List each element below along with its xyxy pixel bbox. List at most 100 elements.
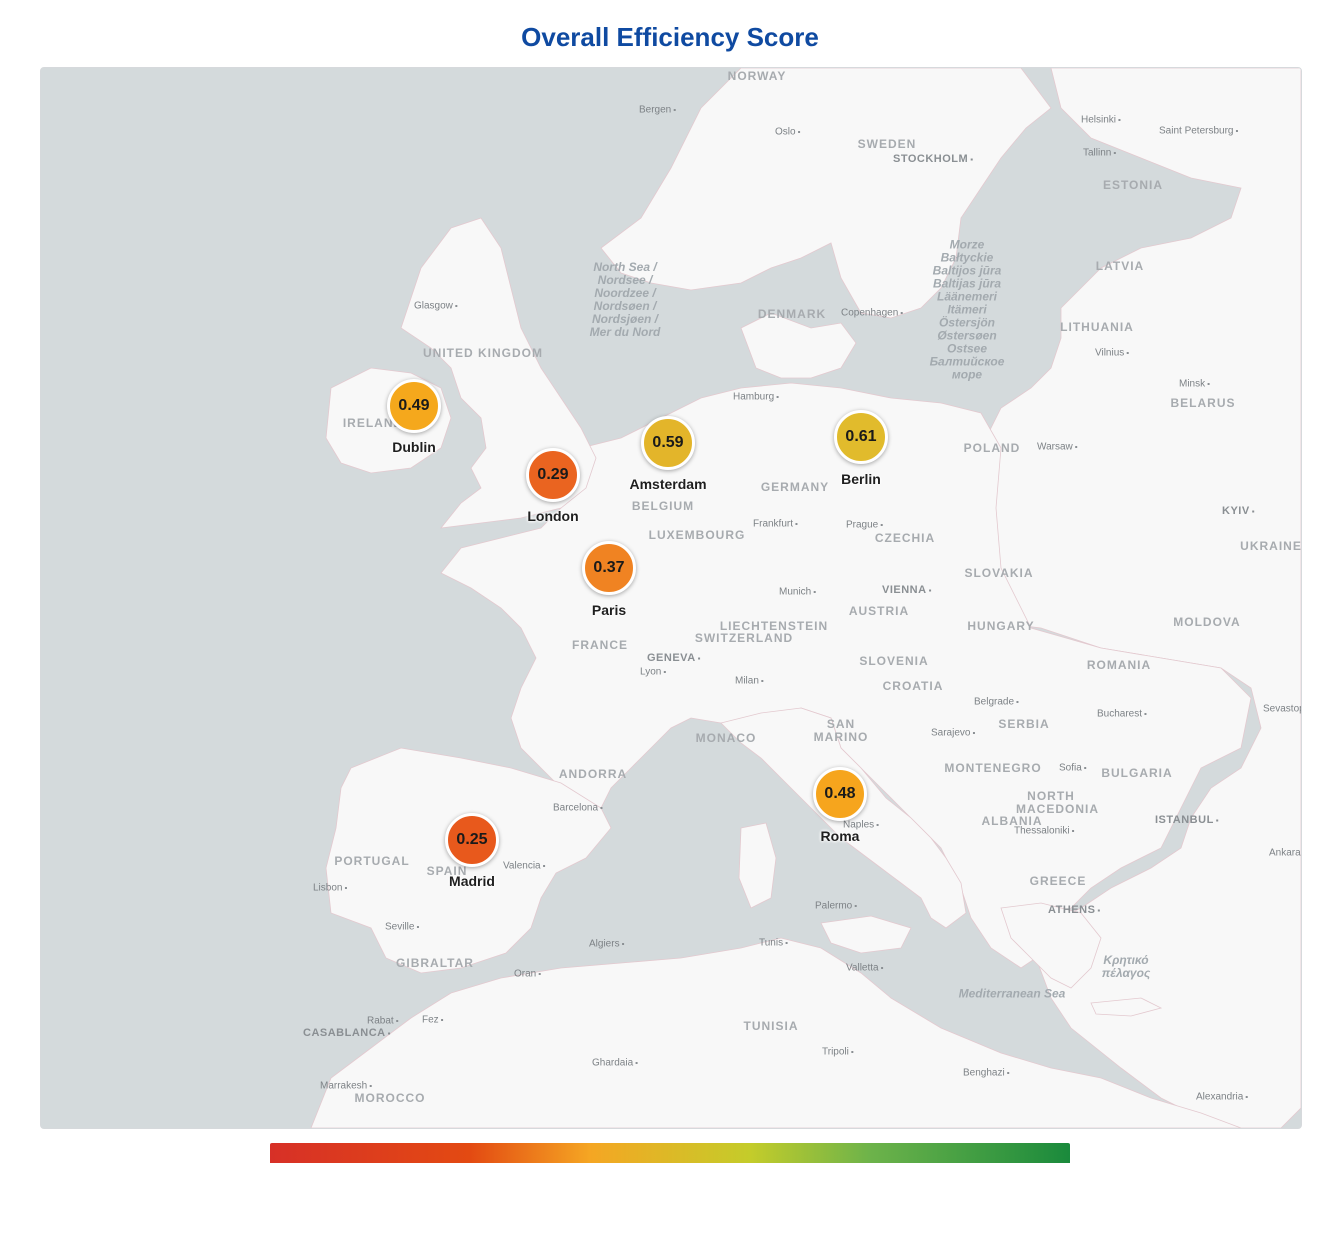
marker-score: 0.59	[652, 434, 683, 452]
city-label-fez: Fez	[422, 1015, 444, 1026]
land-denmark	[741, 313, 856, 378]
city-label-tallinn: Tallinn	[1083, 148, 1116, 159]
country-label-monaco: MONACO	[696, 731, 757, 745]
country-label-slovakia: SLOVAKIA	[964, 566, 1033, 580]
city-label-glasgow: Glasgow	[414, 301, 458, 312]
city-label-tunis: Tunis	[759, 938, 788, 949]
sea-label-baltic: Morze Bałtyckie Baltijos jūra Baltijas j…	[922, 239, 1012, 382]
country-label-gibraltar: GIBRALTAR	[396, 956, 474, 970]
city-label-alexandria: Alexandria	[1196, 1092, 1248, 1103]
country-label-ukraine: UKRAINE	[1240, 539, 1302, 553]
city-label-vilnius: Vilnius	[1095, 348, 1129, 359]
color-scale-bar	[270, 1143, 1070, 1163]
sea-label-mediterranean: Mediterranean Sea	[952, 988, 1072, 1001]
country-label-austria: AUSTRIA	[849, 604, 909, 618]
city-label-warsaw: Warsaw	[1037, 442, 1078, 453]
city-label-bucharest: Bucharest	[1097, 709, 1147, 720]
marker-label-dublin: Dublin	[392, 439, 436, 455]
country-label-united-kingdom: UNITED KINGDOM	[423, 346, 543, 360]
city-label-helsinki: Helsinki	[1081, 115, 1121, 126]
marker-score: 0.61	[845, 428, 876, 446]
marker-score: 0.48	[824, 785, 855, 803]
city-label-hamburg: Hamburg	[733, 392, 779, 403]
land-sicily	[821, 916, 911, 953]
country-label-germany: GERMANY	[761, 480, 829, 494]
country-label-france: FRANCE	[572, 638, 628, 652]
city-label-barcelona: Barcelona	[553, 803, 603, 814]
city-label-thessaloniki: Thessaloniki	[1014, 826, 1074, 837]
city-label-stockholm: STOCKHOLM	[893, 153, 974, 165]
marker-dublin[interactable]: 0.49	[387, 379, 441, 433]
marker-score: 0.37	[593, 559, 624, 577]
country-label-moldova: MOLDOVA	[1173, 615, 1240, 629]
marker-amsterdam[interactable]: 0.59	[641, 416, 695, 470]
marker-label-london: London	[527, 508, 578, 524]
country-label-belgium: BELGIUM	[632, 499, 694, 513]
city-label-tripoli: Tripoli	[822, 1047, 854, 1058]
city-label-benghazi: Benghazi	[963, 1068, 1010, 1079]
city-label-valletta: Valletta	[846, 963, 883, 974]
city-label-istanbul: ISTANBUL	[1155, 814, 1219, 826]
marker-berlin[interactable]: 0.61	[834, 410, 888, 464]
country-label-latvia: LATVIA	[1096, 259, 1144, 273]
country-label-hungary: HUNGARY	[967, 619, 1034, 633]
city-label-vienna: VIENNA	[882, 584, 932, 596]
city-label-palermo: Palermo	[815, 901, 857, 912]
country-label-luxembourg: LUXEMBOURG	[649, 528, 746, 542]
country-label-morocco: MOROCCO	[355, 1091, 426, 1105]
country-label-denmark: DENMARK	[758, 307, 826, 321]
country-label-serbia: SERBIA	[998, 717, 1049, 731]
city-label-sofia: Sofia	[1059, 763, 1087, 774]
city-label-kyiv: KYIV	[1222, 505, 1255, 517]
country-label-belarus: BELARUS	[1170, 396, 1235, 410]
marker-madrid[interactable]: 0.25	[445, 813, 499, 867]
city-label-ghardaia: Ghardaia	[592, 1058, 638, 1069]
country-label-poland: POLAND	[964, 441, 1021, 455]
marker-label-roma: Roma	[821, 828, 860, 844]
country-label-portugal: PORTUGAL	[334, 854, 409, 868]
country-label-romania: ROMANIA	[1087, 658, 1151, 672]
city-label-sevastopol: Sevastopol	[1263, 704, 1302, 715]
marker-label-berlin: Berlin	[841, 471, 881, 487]
marker-label-amsterdam: Amsterdam	[629, 476, 706, 492]
country-label-lithuania: LITHUANIA	[1060, 320, 1134, 334]
city-label-rabat: Rabat	[367, 1016, 399, 1027]
city-label-valencia: Valencia	[503, 861, 545, 872]
city-label-milan: Milan	[735, 676, 764, 687]
city-label-minsk: Minsk	[1179, 379, 1210, 390]
city-label-seville: Seville	[385, 922, 419, 933]
country-label-north-macedonia: NORTH MACEDONIA	[1016, 790, 1086, 816]
country-label-slovenia: SLOVENIA	[859, 654, 928, 668]
marker-score: 0.25	[456, 831, 487, 849]
city-label-algiers: Algiers	[589, 939, 624, 950]
city-label-athens: ATHENS	[1048, 904, 1101, 916]
sea-label-cretan: Κρητικό πέλαγος	[1086, 954, 1166, 980]
country-label-greece: GREECE	[1030, 874, 1087, 888]
city-label-oslo: Oslo	[775, 127, 800, 138]
country-label-croatia: CROATIA	[883, 679, 944, 693]
city-label-prague: Prague	[846, 520, 883, 531]
map-canvas[interactable]: NORWAY SWEDEN ESTONIA LATVIA LITHUANIA B…	[40, 67, 1302, 1129]
city-label-belgrade: Belgrade	[974, 697, 1019, 708]
marker-label-madrid: Madrid	[449, 873, 495, 889]
marker-london[interactable]: 0.29	[526, 448, 580, 502]
country-label-norway: NORWAY	[728, 69, 787, 83]
city-label-lisbon: Lisbon	[313, 883, 347, 894]
city-label-bergen: Bergen	[639, 105, 676, 116]
city-label-munich: Munich	[779, 587, 816, 598]
country-label-san-marino: SAN MARINO	[811, 718, 871, 744]
city-label-sarajevo: Sarajevo	[931, 728, 975, 739]
city-label-copenhagen: Copenhagen	[841, 308, 903, 319]
country-label-tunisia: TUNISIA	[744, 1019, 799, 1033]
country-label-montenegro: MONTENEGRO	[944, 761, 1041, 775]
city-label-lyon: Lyon	[640, 667, 666, 678]
city-label-ankara: Ankara	[1269, 848, 1302, 859]
marker-roma[interactable]: 0.48	[813, 767, 867, 821]
city-label-marrakesh: Marrakesh	[320, 1081, 372, 1092]
country-label-sweden: SWEDEN	[858, 137, 917, 151]
city-label-saint-petersburg: Saint Petersburg	[1159, 126, 1238, 137]
country-label-estonia: ESTONIA	[1103, 178, 1163, 192]
marker-label-paris: Paris	[592, 602, 626, 618]
marker-paris[interactable]: 0.37	[582, 541, 636, 595]
city-label-frankfurt: Frankfurt	[753, 519, 798, 530]
